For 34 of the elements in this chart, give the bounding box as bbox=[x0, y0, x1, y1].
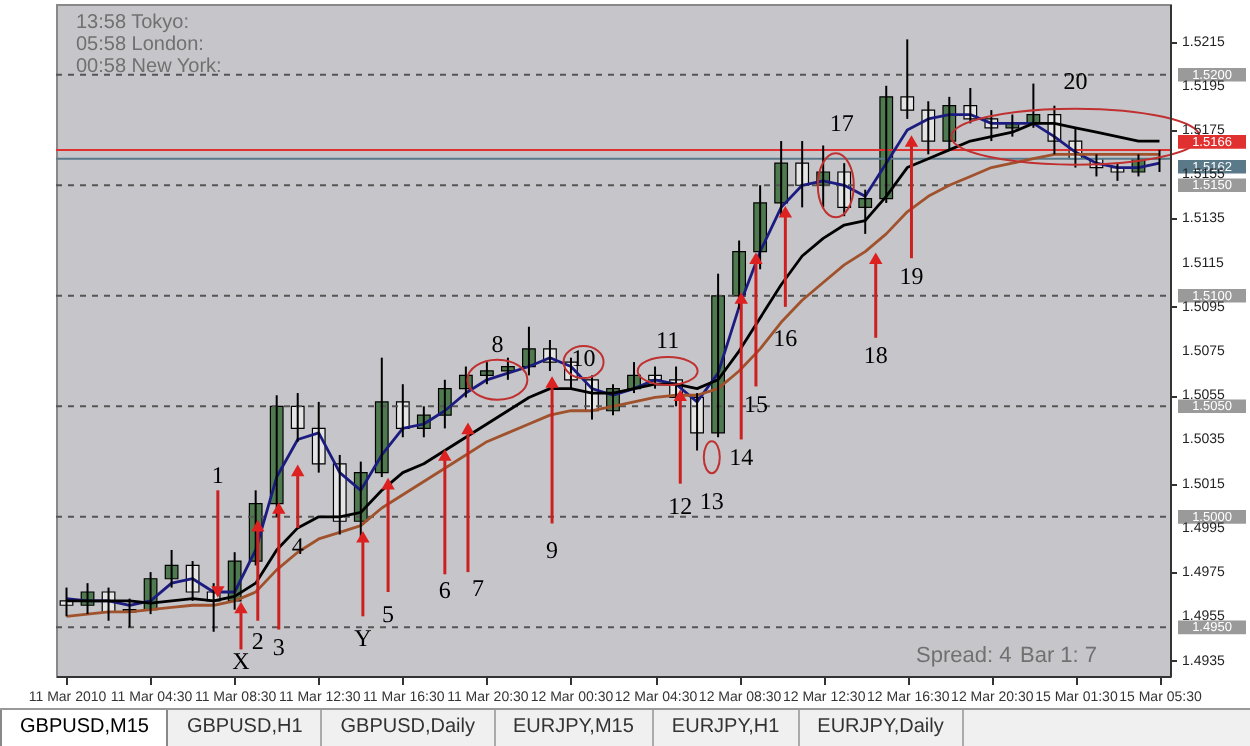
annotation: 6 bbox=[438, 575, 451, 604]
annotation: 05:58 London: bbox=[76, 34, 204, 56]
annotation: 14 bbox=[729, 443, 754, 472]
annotation: 13 bbox=[699, 487, 724, 516]
annotation: 3 bbox=[272, 633, 285, 662]
annotation: Y bbox=[354, 624, 373, 653]
annotation: Spread: 4 bbox=[916, 644, 1012, 668]
candlestick bbox=[479, 361, 494, 386]
annotation: 7 bbox=[471, 573, 484, 602]
annotation: 18 bbox=[863, 341, 888, 370]
annotation: 13:58 Tokyo: bbox=[76, 12, 190, 34]
annotation: 10 bbox=[571, 343, 596, 372]
text: GBPUSD,M15 bbox=[0, 710, 169, 746]
text: EURJPY,Daily bbox=[799, 710, 964, 746]
text: GBPUSD,H1 bbox=[168, 710, 323, 746]
annotation: 17 bbox=[829, 109, 854, 138]
annotation: Bar 1: 7 bbox=[1020, 644, 1098, 668]
candlestick bbox=[900, 38, 915, 120]
annotation: 00:58 New York: bbox=[76, 56, 222, 78]
annotation: 20 bbox=[1063, 67, 1088, 96]
annotation: 8 bbox=[491, 330, 504, 359]
annotation: 11 bbox=[656, 326, 680, 354]
annotation: 9 bbox=[546, 536, 559, 564]
annotation: 5 bbox=[382, 600, 395, 629]
annotation: X bbox=[232, 646, 251, 675]
annotation: 16 bbox=[773, 323, 798, 352]
annotation: 15 bbox=[743, 390, 768, 419]
text: EURJPY,M15 bbox=[495, 710, 654, 746]
annotation: 12 bbox=[668, 491, 693, 520]
annotation: 2 bbox=[251, 626, 264, 655]
text: EURJPY,H1 bbox=[653, 710, 800, 746]
annotation: 1 bbox=[211, 460, 224, 489]
text: GBPUSD,Daily bbox=[322, 710, 496, 746]
annotation: 19 bbox=[899, 261, 924, 290]
